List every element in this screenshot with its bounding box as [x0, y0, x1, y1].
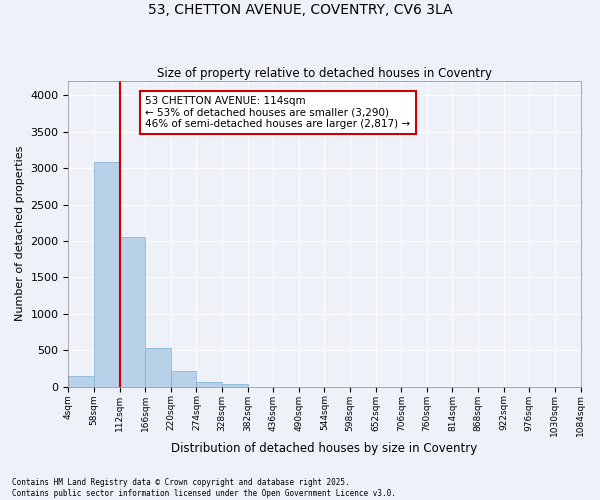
Text: 53 CHETTON AVENUE: 114sqm
← 53% of detached houses are smaller (3,290)
46% of se: 53 CHETTON AVENUE: 114sqm ← 53% of detac… — [145, 96, 410, 129]
Text: Contains HM Land Registry data © Crown copyright and database right 2025.
Contai: Contains HM Land Registry data © Crown c… — [12, 478, 396, 498]
Text: 53, CHETTON AVENUE, COVENTRY, CV6 3LA: 53, CHETTON AVENUE, COVENTRY, CV6 3LA — [148, 2, 452, 16]
Bar — [68, 376, 94, 386]
Bar — [196, 382, 222, 386]
Bar — [171, 370, 196, 386]
Bar — [222, 384, 248, 386]
X-axis label: Distribution of detached houses by size in Coventry: Distribution of detached houses by size … — [172, 442, 478, 455]
Bar — [145, 348, 171, 387]
Bar — [119, 236, 145, 386]
Y-axis label: Number of detached properties: Number of detached properties — [15, 146, 25, 322]
Title: Size of property relative to detached houses in Coventry: Size of property relative to detached ho… — [157, 66, 492, 80]
Bar — [94, 162, 119, 386]
